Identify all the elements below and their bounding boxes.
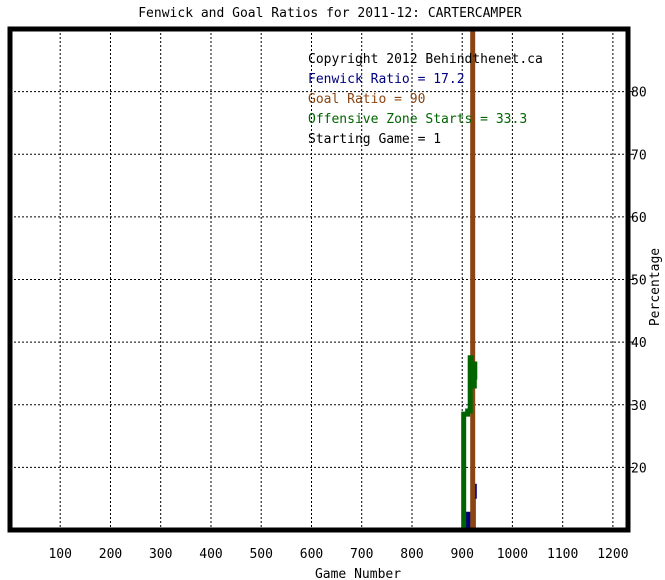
y-tick-label: 40: [631, 336, 647, 351]
legend-entry: Copyright 2012 Behindthenet.ca: [308, 52, 543, 67]
x-tick-label: 1000: [497, 547, 528, 562]
x-tick-label: 500: [249, 547, 272, 562]
grid-lines: [10, 29, 628, 530]
legend-entry: Fenwick Ratio = 17.2: [308, 72, 465, 87]
chart-title: Fenwick and Goal Ratios for 2011-12: CAR…: [138, 6, 522, 21]
x-axis-label: Game Number: [315, 567, 401, 580]
legend-entry: Goal Ratio = 90: [308, 92, 425, 107]
series-line-offensive-zone-starts: [461, 355, 478, 530]
legend-entry: Starting Game = 1: [308, 132, 441, 147]
x-tick-label: 1100: [547, 547, 578, 562]
x-tick-label: 900: [450, 547, 473, 562]
y-tick-label: 60: [631, 211, 647, 226]
x-tick-label: 800: [400, 547, 423, 562]
x-tick-label: 1200: [597, 547, 628, 562]
x-tick-label: 400: [199, 547, 222, 562]
x-tick-label: 300: [149, 547, 172, 562]
x-tick-label: 700: [350, 547, 373, 562]
y-tick-label: 30: [631, 399, 647, 414]
legend-entry: Offensive Zone Starts = 33.3: [308, 112, 527, 127]
x-tick-label: 200: [99, 547, 122, 562]
y-axis-label: Percentage: [648, 248, 663, 326]
x-tick-label: 600: [300, 547, 323, 562]
y-tick-label: 20: [631, 461, 647, 476]
y-tick-label: 50: [631, 274, 647, 289]
legend: Copyright 2012 Behindthenet.ca Fenwick Ra…: [308, 52, 543, 147]
y-tick-label: 70: [631, 148, 647, 163]
x-tick-label: 100: [48, 547, 71, 562]
y-axis-ticks: 20 30 40 50 60 70 80: [628, 86, 647, 476]
y-tick-label: 80: [631, 86, 647, 101]
plot-frame: [7, 26, 631, 533]
x-axis-ticks: 100 200 300 400 500 600 700 800 900 1000 1100 1200: [48, 547, 628, 562]
